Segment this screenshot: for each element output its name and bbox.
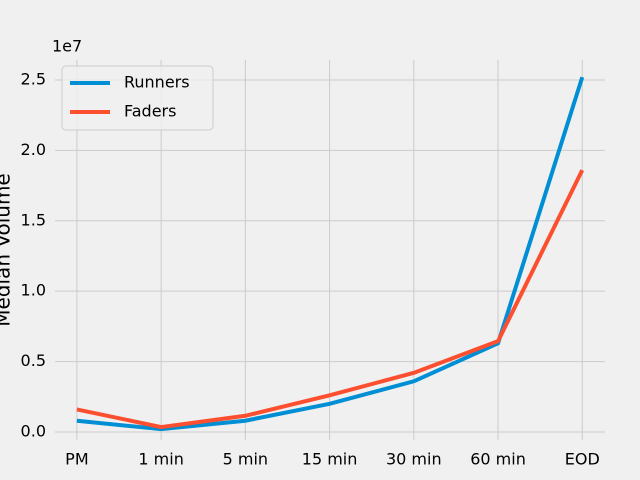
legend-label: Runners bbox=[124, 73, 190, 92]
y-tick-label: 0.0 bbox=[21, 421, 46, 440]
y-tick-label: 2.5 bbox=[21, 69, 46, 88]
x-tick-label: 5 min bbox=[223, 450, 268, 469]
y-tick-label: 1.5 bbox=[21, 210, 46, 229]
x-tick-label: 1 min bbox=[138, 450, 183, 469]
x-tick-label: PM bbox=[65, 450, 88, 469]
legend-label: Faders bbox=[124, 102, 176, 121]
x-tick-label: 60 min bbox=[470, 450, 526, 469]
data-line bbox=[76, 169, 585, 430]
y-tick-label: 0.5 bbox=[21, 351, 46, 370]
x-tick-label: 30 min bbox=[386, 450, 442, 469]
x-tick-label: 15 min bbox=[302, 450, 358, 469]
y-axis-label: Median Volume bbox=[0, 173, 15, 327]
offset-label: 1e7 bbox=[52, 37, 82, 56]
x-axis-label: Time period from bbox=[243, 477, 416, 480]
x-tick-label: EOD bbox=[565, 450, 600, 469]
y-tick-label: 1.0 bbox=[21, 281, 46, 300]
y-tick-label: 2.0 bbox=[21, 140, 46, 159]
